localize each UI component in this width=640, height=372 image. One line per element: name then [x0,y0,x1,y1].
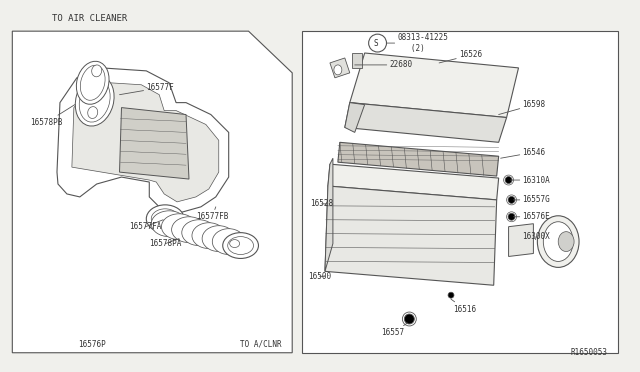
Ellipse shape [80,65,105,100]
Text: 16578PA: 16578PA [149,238,182,248]
Ellipse shape [151,211,187,237]
Ellipse shape [192,223,226,248]
Polygon shape [350,53,518,118]
Ellipse shape [92,65,102,77]
Polygon shape [345,103,365,132]
Ellipse shape [223,232,259,259]
Text: 16516: 16516 [451,299,476,314]
Text: 16598: 16598 [499,100,546,115]
Ellipse shape [212,229,245,254]
Polygon shape [352,53,362,68]
Polygon shape [345,103,507,142]
Ellipse shape [505,177,512,183]
Ellipse shape [230,240,239,247]
Ellipse shape [202,226,236,251]
Polygon shape [509,224,533,256]
Polygon shape [325,158,333,271]
Ellipse shape [334,65,342,75]
Polygon shape [302,31,618,353]
Text: TO A/CLNR: TO A/CLNR [239,340,281,349]
Ellipse shape [369,34,387,52]
Text: 16300X: 16300X [522,232,550,241]
Polygon shape [328,164,499,200]
Text: 16500: 16500 [308,272,332,281]
Ellipse shape [76,61,109,104]
Text: 16557: 16557 [381,323,407,337]
Ellipse shape [448,292,454,298]
Text: 16577F: 16577F [120,83,174,95]
Ellipse shape [88,107,98,118]
Text: 16528: 16528 [310,199,333,208]
Polygon shape [120,108,189,179]
Ellipse shape [147,205,184,232]
Ellipse shape [172,217,206,243]
Text: 16577FA: 16577FA [129,220,163,231]
Text: 16576P: 16576P [78,340,106,349]
Ellipse shape [76,75,114,126]
Ellipse shape [558,232,574,251]
Ellipse shape [161,214,196,240]
Text: 16557G: 16557G [513,195,550,204]
Polygon shape [72,83,219,202]
Ellipse shape [79,79,110,122]
Ellipse shape [538,216,579,267]
Polygon shape [325,186,497,285]
Ellipse shape [151,209,179,229]
Text: 16576E: 16576E [513,212,550,221]
Text: 16310A: 16310A [511,176,550,185]
Polygon shape [12,31,292,353]
Ellipse shape [182,220,216,246]
Ellipse shape [508,213,515,220]
Text: S: S [374,39,378,48]
Text: R1650053: R1650053 [571,348,608,357]
Text: 16546: 16546 [500,148,546,158]
Text: 16578PB: 16578PB [30,105,75,127]
Text: 16577FB: 16577FB [196,207,228,221]
Ellipse shape [404,314,414,324]
Ellipse shape [543,222,573,262]
Text: TO AIR CLEANER: TO AIR CLEANER [52,14,127,23]
Polygon shape [330,58,350,78]
Polygon shape [338,142,499,176]
Text: 22680: 22680 [355,60,413,70]
Ellipse shape [508,196,515,203]
Polygon shape [57,68,228,214]
Ellipse shape [228,237,253,254]
Text: 16526: 16526 [439,51,482,63]
Text: 08313-41225
   (2): 08313-41225 (2) [387,33,448,53]
